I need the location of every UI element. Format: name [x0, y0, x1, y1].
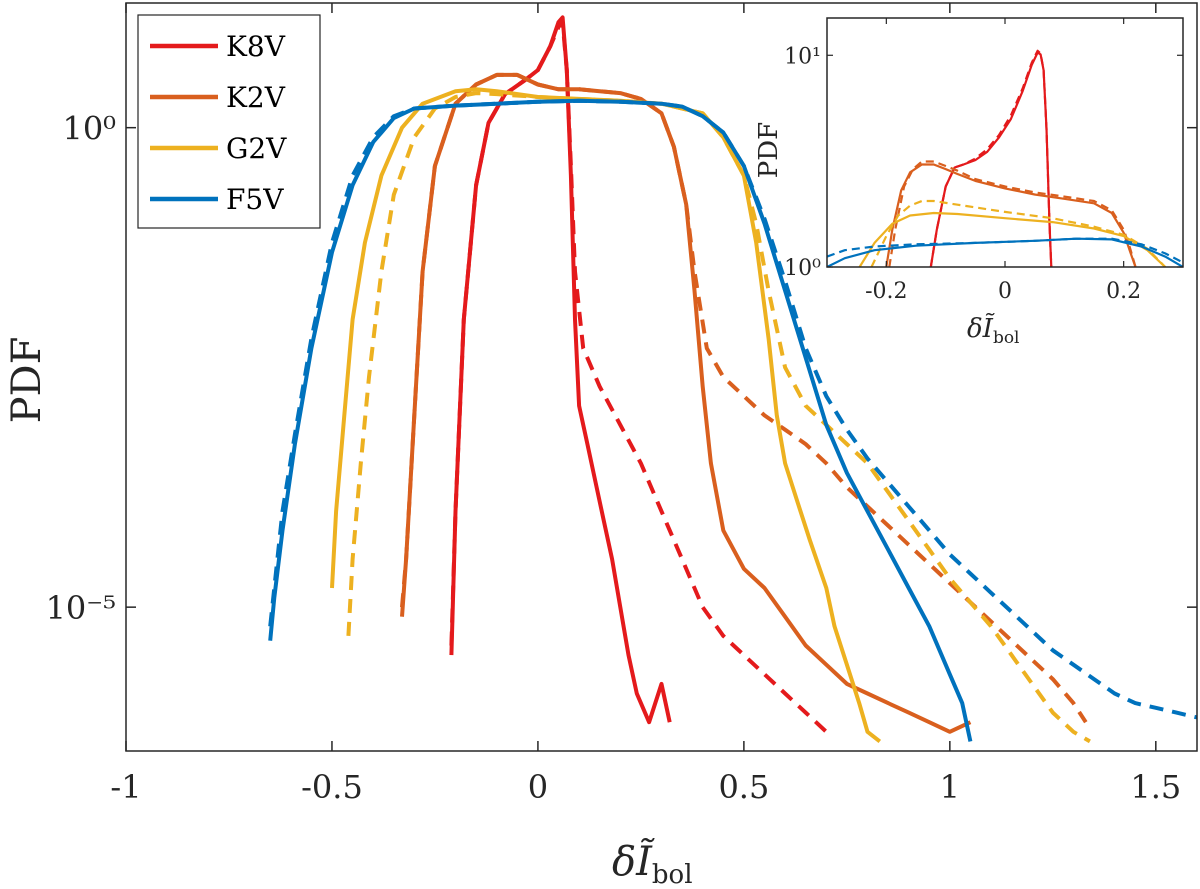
- inset-series-f5v-solid-line: [827, 237, 1183, 267]
- inset-x-ticks: -0.2 0 0.2: [865, 18, 1141, 304]
- legend-label-k8v: K8V: [226, 30, 286, 63]
- main-x-axis-label-sub: bol: [652, 860, 693, 889]
- main-x-tick-label: 1.5: [1130, 768, 1181, 806]
- main-series-g2v-dashed-line: [346, 91, 1091, 744]
- main-x-tick-label: -0.5: [301, 768, 363, 806]
- main-y-ticks: 10⁰ 10⁻⁵: [46, 110, 1197, 627]
- inset-series-k2v-solid-line: [885, 163, 1137, 267]
- legend: K8V K2V G2V F5V: [137, 14, 321, 229]
- main-x-ticks: -1 -0.5 0 0.5 1 1.5: [110, 3, 1181, 806]
- legend-box: [137, 14, 321, 229]
- legend-label-g2v: G2V: [226, 132, 287, 165]
- main-y-tick-label: 10⁰: [62, 110, 116, 148]
- inset-y-tick-label: 10¹: [784, 44, 821, 69]
- main-series-group: [268, 15, 1197, 744]
- main-x-tick-label: 0: [528, 768, 548, 806]
- inset-x-axis-label: δĨbol: [967, 312, 1020, 348]
- legend-items: K8V K2V G2V F5V: [150, 30, 287, 216]
- legend-label-f5v: F5V: [226, 183, 284, 216]
- main-series-f5v-dashed-line: [268, 98, 1197, 720]
- main-x-tick-label: 1: [940, 768, 960, 806]
- legend-label-k2v: K2V: [226, 81, 286, 114]
- inset-series-k8v-solid-line: [929, 51, 1053, 267]
- main-series-f5v-solid-line: [268, 98, 973, 742]
- main-x-tick-label: -1: [110, 768, 141, 806]
- inset-y-ticks: 10⁰ 10¹: [784, 44, 1183, 281]
- inset-x-tick-label: 0: [998, 279, 1012, 304]
- inset-x-axis-label-main: δĨ: [967, 312, 996, 344]
- main-series-k2v-dashed-line: [400, 72, 1088, 724]
- inset-y-tick-label: 10⁰: [784, 256, 821, 281]
- inset-y-axis-label: PDF: [754, 122, 784, 178]
- inset-plot: -0.2 0 0.2 10⁰ 10¹ PDF δĨbol: [754, 17, 1184, 348]
- inset-series-g2v-solid-line: [858, 211, 1166, 267]
- inset-series-g2v-dashed-line: [870, 199, 1166, 267]
- main-x-axis-label-main: δĨ: [612, 838, 655, 885]
- main-y-axis-label: PDF: [4, 337, 50, 424]
- main-x-tick-label: 0.5: [718, 768, 769, 806]
- main-plot-frame: [125, 2, 1198, 752]
- main-series-k2v-solid-line: [400, 72, 972, 734]
- inset-x-axis-label-sub: bol: [993, 328, 1020, 348]
- inset-x-tick-label: -0.2: [865, 279, 907, 304]
- inset-plot-background: [827, 18, 1183, 267]
- main-series-k8v-solid-line: [449, 15, 672, 725]
- inset-x-tick-label: 0.2: [1106, 279, 1141, 304]
- main-y-tick-label: 10⁻⁵: [46, 589, 116, 627]
- inset-series-group: [827, 49, 1183, 267]
- main-x-axis-label: δĨbol: [612, 838, 693, 889]
